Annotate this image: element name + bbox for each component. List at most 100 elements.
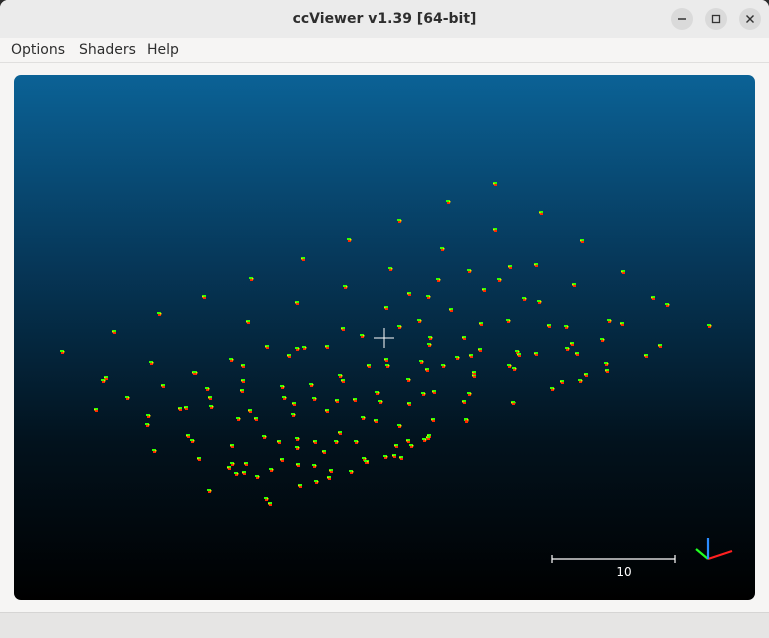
point-marker [227, 466, 231, 470]
point-marker [242, 471, 246, 475]
point-marker [472, 371, 476, 375]
point-marker [394, 444, 398, 448]
point-marker [534, 263, 538, 267]
point-marker [282, 396, 287, 400]
point-marker [384, 358, 388, 362]
point-marker [440, 247, 445, 251]
point-marker [207, 489, 212, 493]
point-cloud [60, 182, 733, 563]
menu-shaders[interactable]: Shaders [79, 42, 136, 58]
point-marker [347, 238, 352, 242]
point-marker [104, 376, 108, 380]
point-marker [421, 392, 426, 396]
point-marker [322, 450, 326, 454]
point-marker [417, 319, 422, 323]
point-marker [570, 342, 574, 346]
point-marker [397, 325, 402, 329]
point-marker [277, 440, 281, 444]
point-marker [607, 319, 612, 323]
point-marker [230, 444, 234, 448]
point-marker [620, 322, 624, 326]
menu-help[interactable]: Help [147, 42, 179, 58]
point-marker [229, 358, 234, 362]
point-marker [707, 324, 712, 328]
point-marker [149, 361, 154, 365]
point-marker [249, 277, 254, 281]
point-marker [462, 336, 466, 340]
title-bar[interactable]: ccViewer v1.39 [64-bit] [0, 0, 769, 39]
point-marker [467, 392, 472, 396]
point-marker [325, 345, 329, 349]
point-marker [329, 469, 333, 473]
point-marker [482, 288, 486, 292]
point-marker [580, 239, 584, 243]
point-marker [508, 265, 512, 269]
point-marker [327, 476, 331, 480]
close-button[interactable] [739, 8, 761, 30]
point-marker [534, 352, 538, 356]
point-marker [455, 356, 460, 360]
point-marker [547, 324, 551, 328]
point-marker [268, 502, 272, 506]
axis-trihedron-icon [695, 538, 733, 561]
point-marker [295, 437, 300, 441]
minimize-button[interactable] [671, 8, 693, 30]
point-marker [302, 346, 307, 350]
maximize-button[interactable] [705, 8, 727, 30]
point-marker [296, 463, 300, 467]
point-marker [197, 457, 201, 461]
point-marker [125, 396, 130, 400]
point-cloud-points [60, 182, 712, 506]
point-marker [241, 364, 245, 368]
point-marker [295, 347, 300, 351]
point-marker [392, 454, 396, 458]
point-marker [425, 368, 429, 372]
point-marker [112, 330, 116, 334]
point-marker [178, 407, 182, 411]
point-marker [287, 354, 291, 358]
point-marker [493, 182, 497, 186]
point-marker [385, 364, 390, 368]
point-marker [572, 283, 576, 287]
point-marker [449, 308, 453, 312]
point-marker [341, 379, 345, 383]
point-marker [407, 402, 411, 406]
point-marker [335, 399, 339, 403]
menu-bar: Options Shaders Help [0, 38, 769, 63]
point-marker [665, 303, 670, 307]
point-marker [374, 419, 378, 423]
point-marker [349, 470, 354, 474]
point-marker [269, 468, 274, 472]
point-marker [426, 436, 430, 440]
point-marker [388, 267, 393, 271]
point-marker [478, 348, 482, 352]
point-marker [338, 431, 342, 435]
point-marker [246, 320, 250, 324]
point-marker [658, 344, 662, 348]
point-marker [205, 387, 210, 391]
point-marker [511, 401, 515, 405]
3d-viewport[interactable]: 10 [14, 75, 755, 600]
point-marker [146, 414, 151, 418]
point-marker [314, 480, 319, 484]
point-marker [651, 296, 655, 300]
menu-options[interactable]: Options [11, 42, 66, 58]
point-marker [295, 446, 300, 450]
point-marker [312, 397, 317, 401]
point-marker [507, 364, 512, 368]
point-marker [383, 455, 388, 459]
point-marker [446, 200, 451, 204]
point-marker [497, 278, 502, 282]
point-marker [428, 336, 433, 340]
point-marker [291, 413, 296, 417]
point-marker [375, 391, 380, 395]
point-marker [406, 378, 411, 382]
point-marker [644, 354, 648, 358]
point-marker [378, 400, 383, 404]
point-marker [469, 354, 473, 358]
close-icon [746, 15, 754, 23]
point-marker [208, 396, 212, 400]
point-marker [190, 439, 195, 443]
point-marker [397, 219, 402, 223]
